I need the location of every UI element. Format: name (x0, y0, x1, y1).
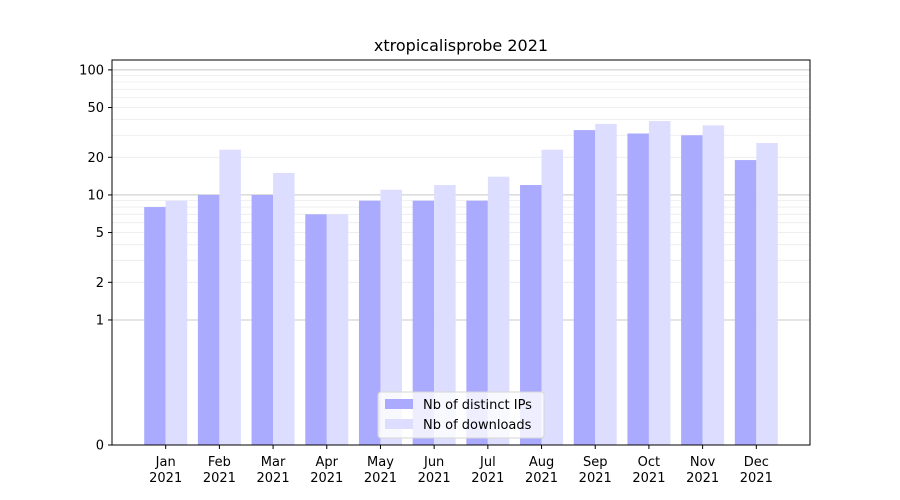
y-tick-label: 5 (96, 226, 104, 241)
x-tick-label: Nov 2021 (686, 455, 719, 486)
legend-swatch (385, 419, 413, 429)
x-tick-label: Mar 2021 (257, 455, 290, 486)
bar-distinct-ips-1 (144, 207, 166, 445)
bars (144, 121, 778, 446)
plot-frame (111, 59, 811, 446)
bar-downloads-6 (434, 185, 456, 445)
x-tick-label: Sep 2021 (579, 455, 612, 486)
y-tick-label: 10 (87, 188, 104, 203)
bar-downloads-11 (702, 125, 725, 445)
bar-downloads-2 (219, 149, 241, 446)
bar-distinct-ips-2 (197, 194, 220, 445)
bar-downloads-12 (756, 143, 778, 445)
bar-downloads-9 (595, 123, 617, 445)
x-tick-label: Jan 2021 (149, 455, 182, 486)
bar-distinct-ips-11 (681, 135, 703, 445)
bar-distinct-ips-3 (251, 194, 274, 445)
bar-distinct-ips-10 (627, 133, 649, 445)
bar-downloads-8 (541, 149, 564, 446)
x-tick-label: Apr 2021 (310, 455, 343, 486)
bar-downloads-10 (648, 121, 671, 446)
legend: Nb of distinct IPs Nb of downloads (377, 391, 545, 439)
y-tick-label: 0 (96, 439, 104, 454)
legend-label: Nb of distinct IPs (423, 398, 532, 413)
x-tick-label: May 2021 (364, 455, 397, 486)
x-tick-label: Jul 2021 (471, 455, 504, 486)
bar-distinct-ips-12 (734, 160, 757, 445)
y-tick-label: 1 (96, 313, 104, 328)
axes: 0 1 2 5 10 20 50 100 Jan 2021 Feb 2021 Mar 2021 Apr 202… (79, 59, 811, 486)
legend-label: Nb of downloads (423, 418, 532, 433)
bar-downloads-5 (380, 189, 402, 445)
bar-distinct-ips-5 (358, 200, 381, 445)
x-tick-label: Oct 2021 (632, 455, 665, 486)
x-tick-label: Dec 2021 (740, 455, 773, 486)
bar-downloads-3 (273, 172, 295, 445)
chart-title: xtropicalisprobe 2021 (374, 36, 548, 55)
x-tick-label: Feb 2021 (203, 455, 236, 486)
legend-box (377, 391, 545, 439)
y-tick-label: 20 (87, 151, 104, 166)
x-tick-label: Aug 2021 (525, 455, 558, 486)
y-tick-label: 2 (96, 276, 104, 291)
bar-distinct-ips-7 (466, 200, 488, 445)
bar-distinct-ips-4 (305, 214, 327, 445)
bar-distinct-ips-8 (520, 185, 542, 445)
legend-swatch (385, 399, 413, 409)
x-tick-label: Jun 2021 (418, 455, 451, 486)
bar-downloads-7 (487, 176, 510, 445)
bar-distinct-ips-9 (573, 130, 596, 445)
bar-downloads-4 (326, 214, 349, 445)
y-tick-label: 50 (87, 101, 104, 116)
y-tick-label: 100 (79, 63, 104, 78)
bar-downloads-1 (165, 200, 188, 445)
bar-distinct-ips-6 (412, 200, 435, 445)
